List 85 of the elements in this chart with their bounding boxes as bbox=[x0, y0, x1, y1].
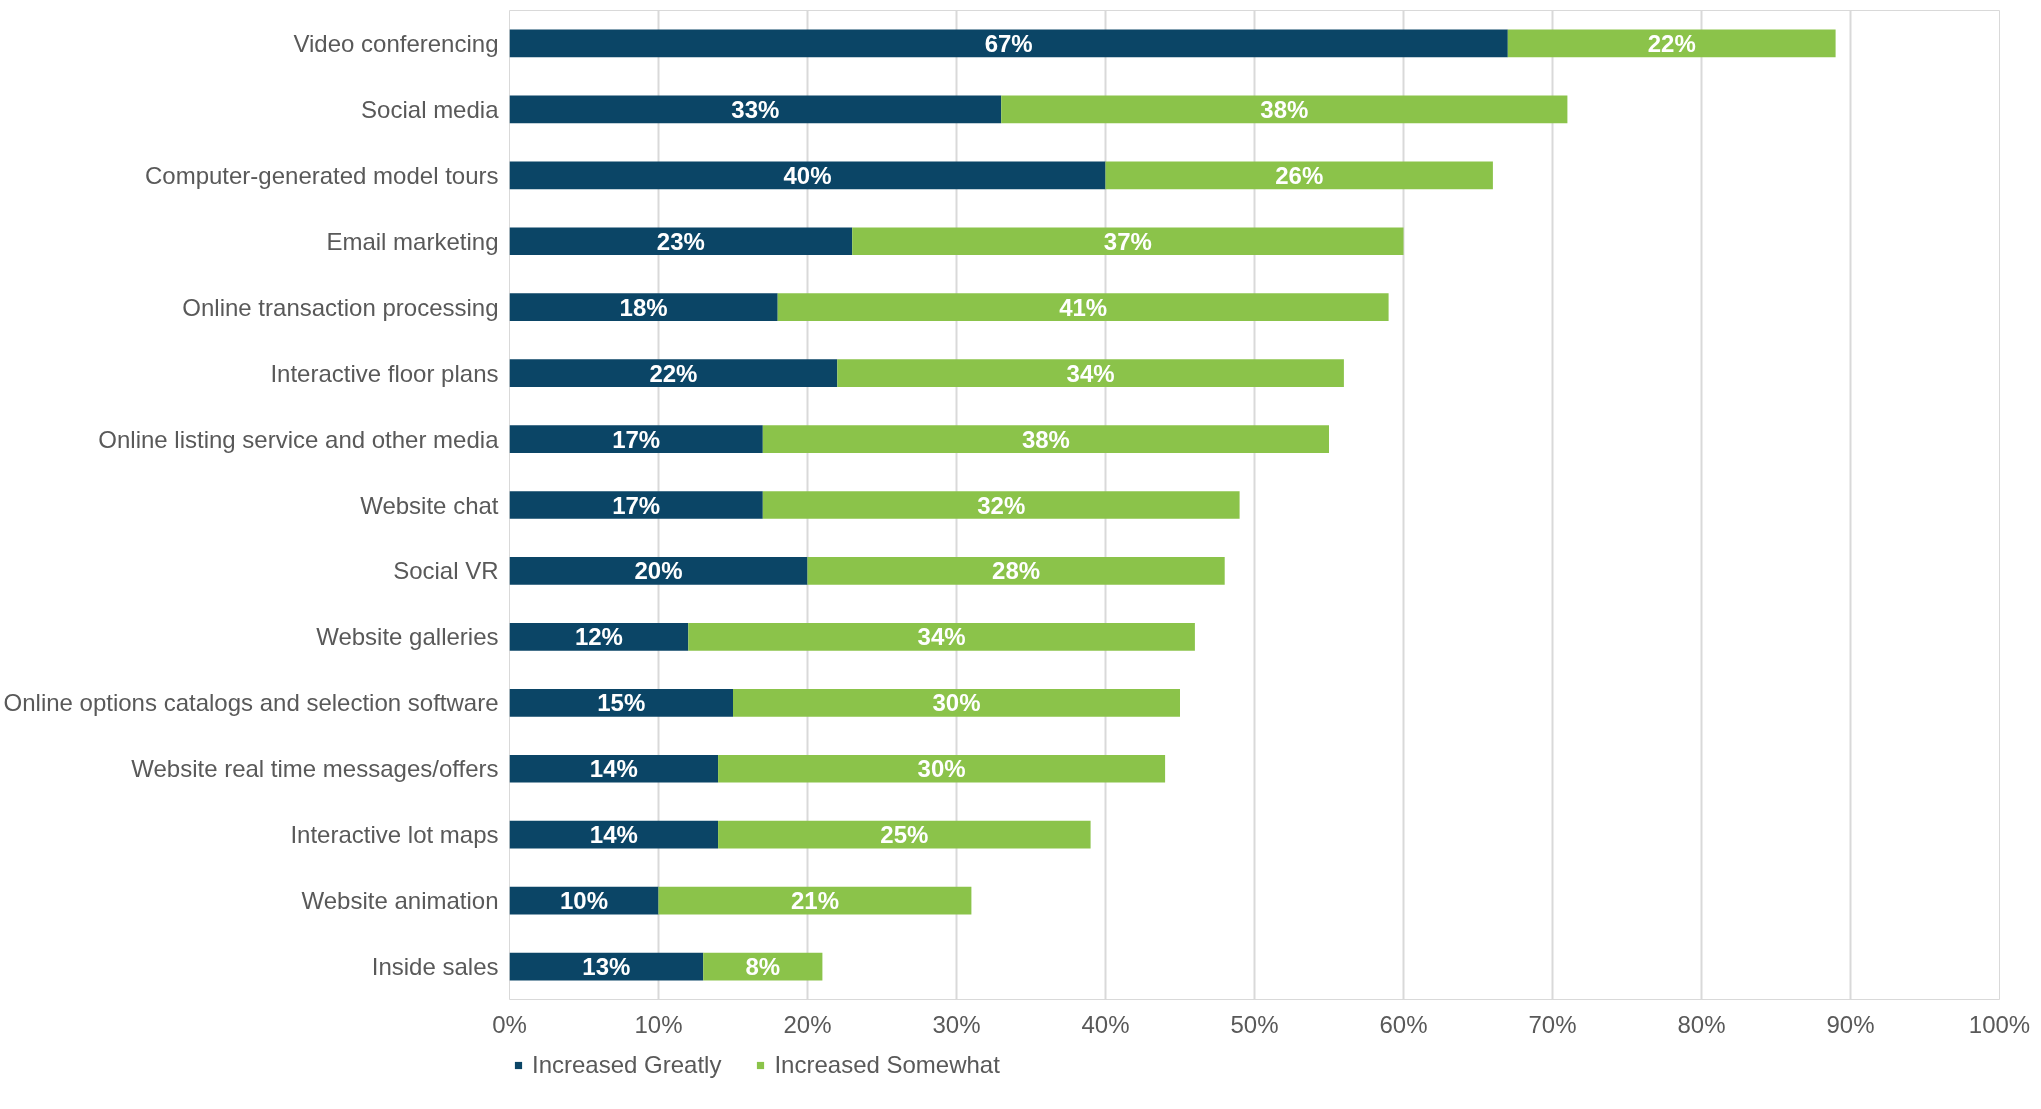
data-label: 25% bbox=[880, 821, 929, 849]
bar bbox=[852, 227, 1404, 256]
bar bbox=[509, 359, 838, 387]
bar bbox=[509, 293, 778, 322]
data-label: 15% bbox=[597, 689, 646, 717]
data-label: 22% bbox=[1647, 29, 1696, 57]
data-label: 20% bbox=[634, 557, 683, 585]
x-tick-label: 20% bbox=[783, 1010, 832, 1038]
data-label: 38% bbox=[1260, 95, 1309, 123]
data-label: 41% bbox=[1059, 293, 1108, 321]
x-tick-label: 60% bbox=[1379, 1010, 1428, 1038]
data-label: 18% bbox=[619, 293, 668, 321]
bar bbox=[509, 688, 733, 717]
y-tick-label: Website real time messages/offers bbox=[131, 755, 499, 783]
y-tick-label: Online listing service and other media bbox=[98, 425, 500, 453]
data-label: 32% bbox=[977, 491, 1026, 519]
bar bbox=[509, 29, 1508, 58]
bar bbox=[762, 425, 1329, 453]
data-label: 14% bbox=[589, 755, 638, 783]
x-tick-label: 100% bbox=[1968, 1010, 2031, 1038]
bar bbox=[762, 491, 1240, 519]
y-tick-label: Interactive floor plans bbox=[270, 359, 499, 387]
data-label: 40% bbox=[783, 161, 832, 189]
y-tick-label: Online transaction processing bbox=[182, 293, 499, 321]
data-label: 34% bbox=[917, 623, 966, 651]
data-label: 14% bbox=[589, 821, 638, 849]
bar bbox=[509, 820, 719, 849]
x-tick-label: 10% bbox=[634, 1010, 683, 1038]
bar bbox=[509, 491, 763, 519]
bar bbox=[733, 688, 1180, 717]
y-tick-label: Online options catalogs and selection software bbox=[3, 689, 499, 717]
x-tick-label: 40% bbox=[1081, 1010, 1130, 1038]
data-label: 8% bbox=[745, 953, 781, 981]
bar bbox=[509, 161, 1106, 190]
bar bbox=[509, 623, 689, 651]
bar bbox=[509, 227, 853, 256]
data-label: 67% bbox=[984, 29, 1033, 57]
bar bbox=[509, 95, 1002, 124]
data-label: 28% bbox=[992, 557, 1041, 585]
data-label: 21% bbox=[790, 887, 839, 915]
data-label: 30% bbox=[917, 755, 966, 783]
data-label: 26% bbox=[1275, 161, 1324, 189]
data-label: 22% bbox=[649, 359, 698, 387]
bar bbox=[509, 557, 808, 585]
y-tick-label: Social media bbox=[361, 95, 500, 123]
data-label: 12% bbox=[574, 623, 623, 651]
data-label: 13% bbox=[582, 953, 631, 981]
data-label: 30% bbox=[932, 689, 981, 717]
bar bbox=[777, 293, 1389, 322]
bar bbox=[1507, 29, 1836, 58]
x-tick-label: 90% bbox=[1826, 1010, 1875, 1038]
y-tick-label: Website animation bbox=[301, 887, 499, 915]
y-tick-label: Video conferencing bbox=[293, 29, 499, 57]
bar bbox=[718, 820, 1091, 849]
x-tick-label: 0% bbox=[492, 1010, 527, 1038]
bar bbox=[658, 886, 972, 915]
data-label: 34% bbox=[1066, 359, 1115, 387]
x-tick-label: 30% bbox=[932, 1010, 981, 1038]
data-label: 10% bbox=[559, 887, 609, 915]
x-tick-label: 80% bbox=[1677, 1010, 1726, 1038]
y-tick-label: Email marketing bbox=[326, 227, 499, 255]
data-label: 37% bbox=[1103, 227, 1152, 255]
data-label: 23% bbox=[656, 227, 705, 255]
data-label: 33% bbox=[731, 95, 780, 123]
bar bbox=[807, 557, 1225, 585]
bar bbox=[1105, 161, 1493, 190]
bar bbox=[509, 754, 719, 783]
data-label: 38% bbox=[1021, 425, 1070, 453]
y-tick-label: Interactive lot maps bbox=[290, 821, 499, 849]
x-tick-label: 70% bbox=[1528, 1010, 1577, 1038]
y-tick-label: Website galleries bbox=[316, 623, 499, 651]
y-tick-label: Inside sales bbox=[371, 953, 499, 981]
bar bbox=[509, 425, 763, 453]
y-tick-label: Website chat bbox=[360, 491, 499, 519]
x-tick-label: 50% bbox=[1230, 1010, 1279, 1038]
bar bbox=[688, 623, 1195, 651]
bar bbox=[837, 359, 1344, 387]
data-label: 17% bbox=[612, 491, 661, 519]
y-tick-label: Social VR bbox=[393, 557, 499, 585]
y-tick-label: Computer-generated model tours bbox=[144, 161, 499, 189]
legend-label: Increased Somewhat bbox=[774, 1051, 1000, 1079]
bar bbox=[1001, 95, 1568, 124]
legend-label: Increased Greatly bbox=[532, 1051, 722, 1079]
bar bbox=[718, 754, 1166, 783]
data-label: 17% bbox=[612, 425, 661, 453]
